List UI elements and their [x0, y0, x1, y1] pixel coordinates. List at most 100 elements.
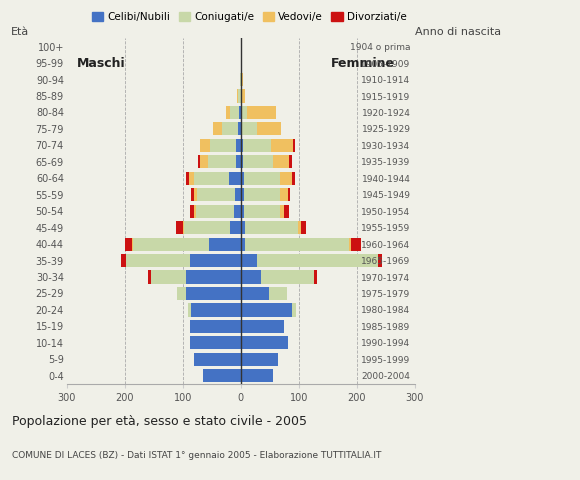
Bar	[378, 254, 382, 267]
Text: Popolazione per età, sesso e stato civile - 2005: Popolazione per età, sesso e stato civil…	[12, 415, 307, 428]
Bar	[246, 106, 276, 119]
Bar	[261, 270, 314, 284]
Bar	[241, 106, 246, 119]
Bar	[280, 204, 284, 218]
Bar	[191, 303, 241, 316]
Bar	[133, 238, 209, 251]
Bar	[280, 188, 288, 201]
Bar	[229, 172, 241, 185]
Bar	[196, 204, 234, 218]
Bar	[238, 122, 241, 135]
Bar	[197, 188, 235, 201]
Bar	[242, 89, 245, 103]
Bar	[194, 188, 197, 201]
Bar	[241, 155, 243, 168]
Bar	[273, 155, 289, 168]
Bar	[236, 139, 241, 152]
Bar	[188, 172, 194, 185]
Bar	[241, 172, 244, 185]
Bar	[186, 270, 241, 284]
Bar	[242, 73, 243, 86]
Text: Età: Età	[11, 27, 29, 36]
Text: Anno di nascita: Anno di nascita	[415, 27, 501, 36]
Bar	[238, 89, 241, 103]
Bar	[240, 73, 241, 86]
Bar	[183, 221, 184, 234]
Bar	[194, 204, 196, 218]
Bar	[235, 188, 241, 201]
Bar	[257, 254, 378, 267]
Bar	[241, 204, 244, 218]
Legend: Celibi/Nubili, Coniugati/e, Vedovi/e, Divorziati/e: Celibi/Nubili, Coniugati/e, Vedovi/e, Di…	[88, 8, 411, 26]
Bar	[209, 238, 241, 251]
Bar	[241, 369, 273, 383]
Bar	[257, 122, 281, 135]
Bar	[208, 155, 236, 168]
Bar	[245, 221, 298, 234]
Bar	[351, 238, 361, 251]
Bar	[349, 238, 351, 251]
Bar	[190, 320, 241, 333]
Bar	[236, 155, 241, 168]
Bar	[186, 287, 241, 300]
Bar	[241, 73, 242, 86]
Bar	[126, 254, 190, 267]
Bar	[177, 287, 186, 300]
Bar	[190, 336, 241, 349]
Bar	[190, 254, 241, 267]
Bar	[188, 303, 191, 316]
Bar	[271, 139, 293, 152]
Bar	[301, 221, 306, 234]
Bar	[222, 122, 238, 135]
Bar	[194, 172, 229, 185]
Text: COMUNE DI LACES (BZ) - Dati ISTAT 1° gennaio 2005 - Elaborazione TUTTITALIA.IT: COMUNE DI LACES (BZ) - Dati ISTAT 1° gen…	[12, 451, 381, 460]
Bar	[293, 139, 295, 152]
Bar	[244, 188, 280, 201]
Bar	[241, 188, 244, 201]
Bar	[191, 188, 194, 201]
Bar	[245, 238, 349, 251]
Bar	[288, 188, 290, 201]
Bar	[230, 106, 239, 119]
Bar	[125, 238, 132, 251]
Bar	[194, 353, 241, 366]
Bar	[292, 303, 296, 316]
Bar	[241, 139, 243, 152]
Bar	[186, 172, 188, 185]
Bar	[241, 336, 288, 349]
Bar	[241, 221, 245, 234]
Bar	[241, 303, 292, 316]
Bar	[234, 204, 241, 218]
Bar	[190, 204, 194, 218]
Bar	[184, 221, 230, 234]
Bar	[241, 320, 284, 333]
Bar	[289, 155, 292, 168]
Bar	[241, 238, 245, 251]
Bar	[244, 172, 280, 185]
Bar	[241, 254, 257, 267]
Bar	[200, 155, 208, 168]
Bar	[284, 204, 289, 218]
Bar	[226, 106, 230, 119]
Bar	[210, 139, 236, 152]
Bar	[241, 89, 242, 103]
Bar	[213, 122, 222, 135]
Bar	[121, 254, 126, 267]
Bar	[239, 106, 241, 119]
Bar	[148, 270, 151, 284]
Bar	[132, 238, 133, 251]
Bar	[200, 139, 210, 152]
Bar	[241, 287, 269, 300]
Bar	[241, 353, 278, 366]
Bar	[244, 204, 280, 218]
Bar	[237, 89, 238, 103]
Text: Maschi: Maschi	[77, 57, 126, 70]
Bar	[280, 172, 292, 185]
Bar	[243, 155, 273, 168]
Bar	[151, 270, 186, 284]
Bar	[298, 221, 301, 234]
Bar	[314, 270, 317, 284]
Bar	[230, 221, 241, 234]
Text: Femmine: Femmine	[331, 57, 394, 70]
Bar	[241, 122, 257, 135]
